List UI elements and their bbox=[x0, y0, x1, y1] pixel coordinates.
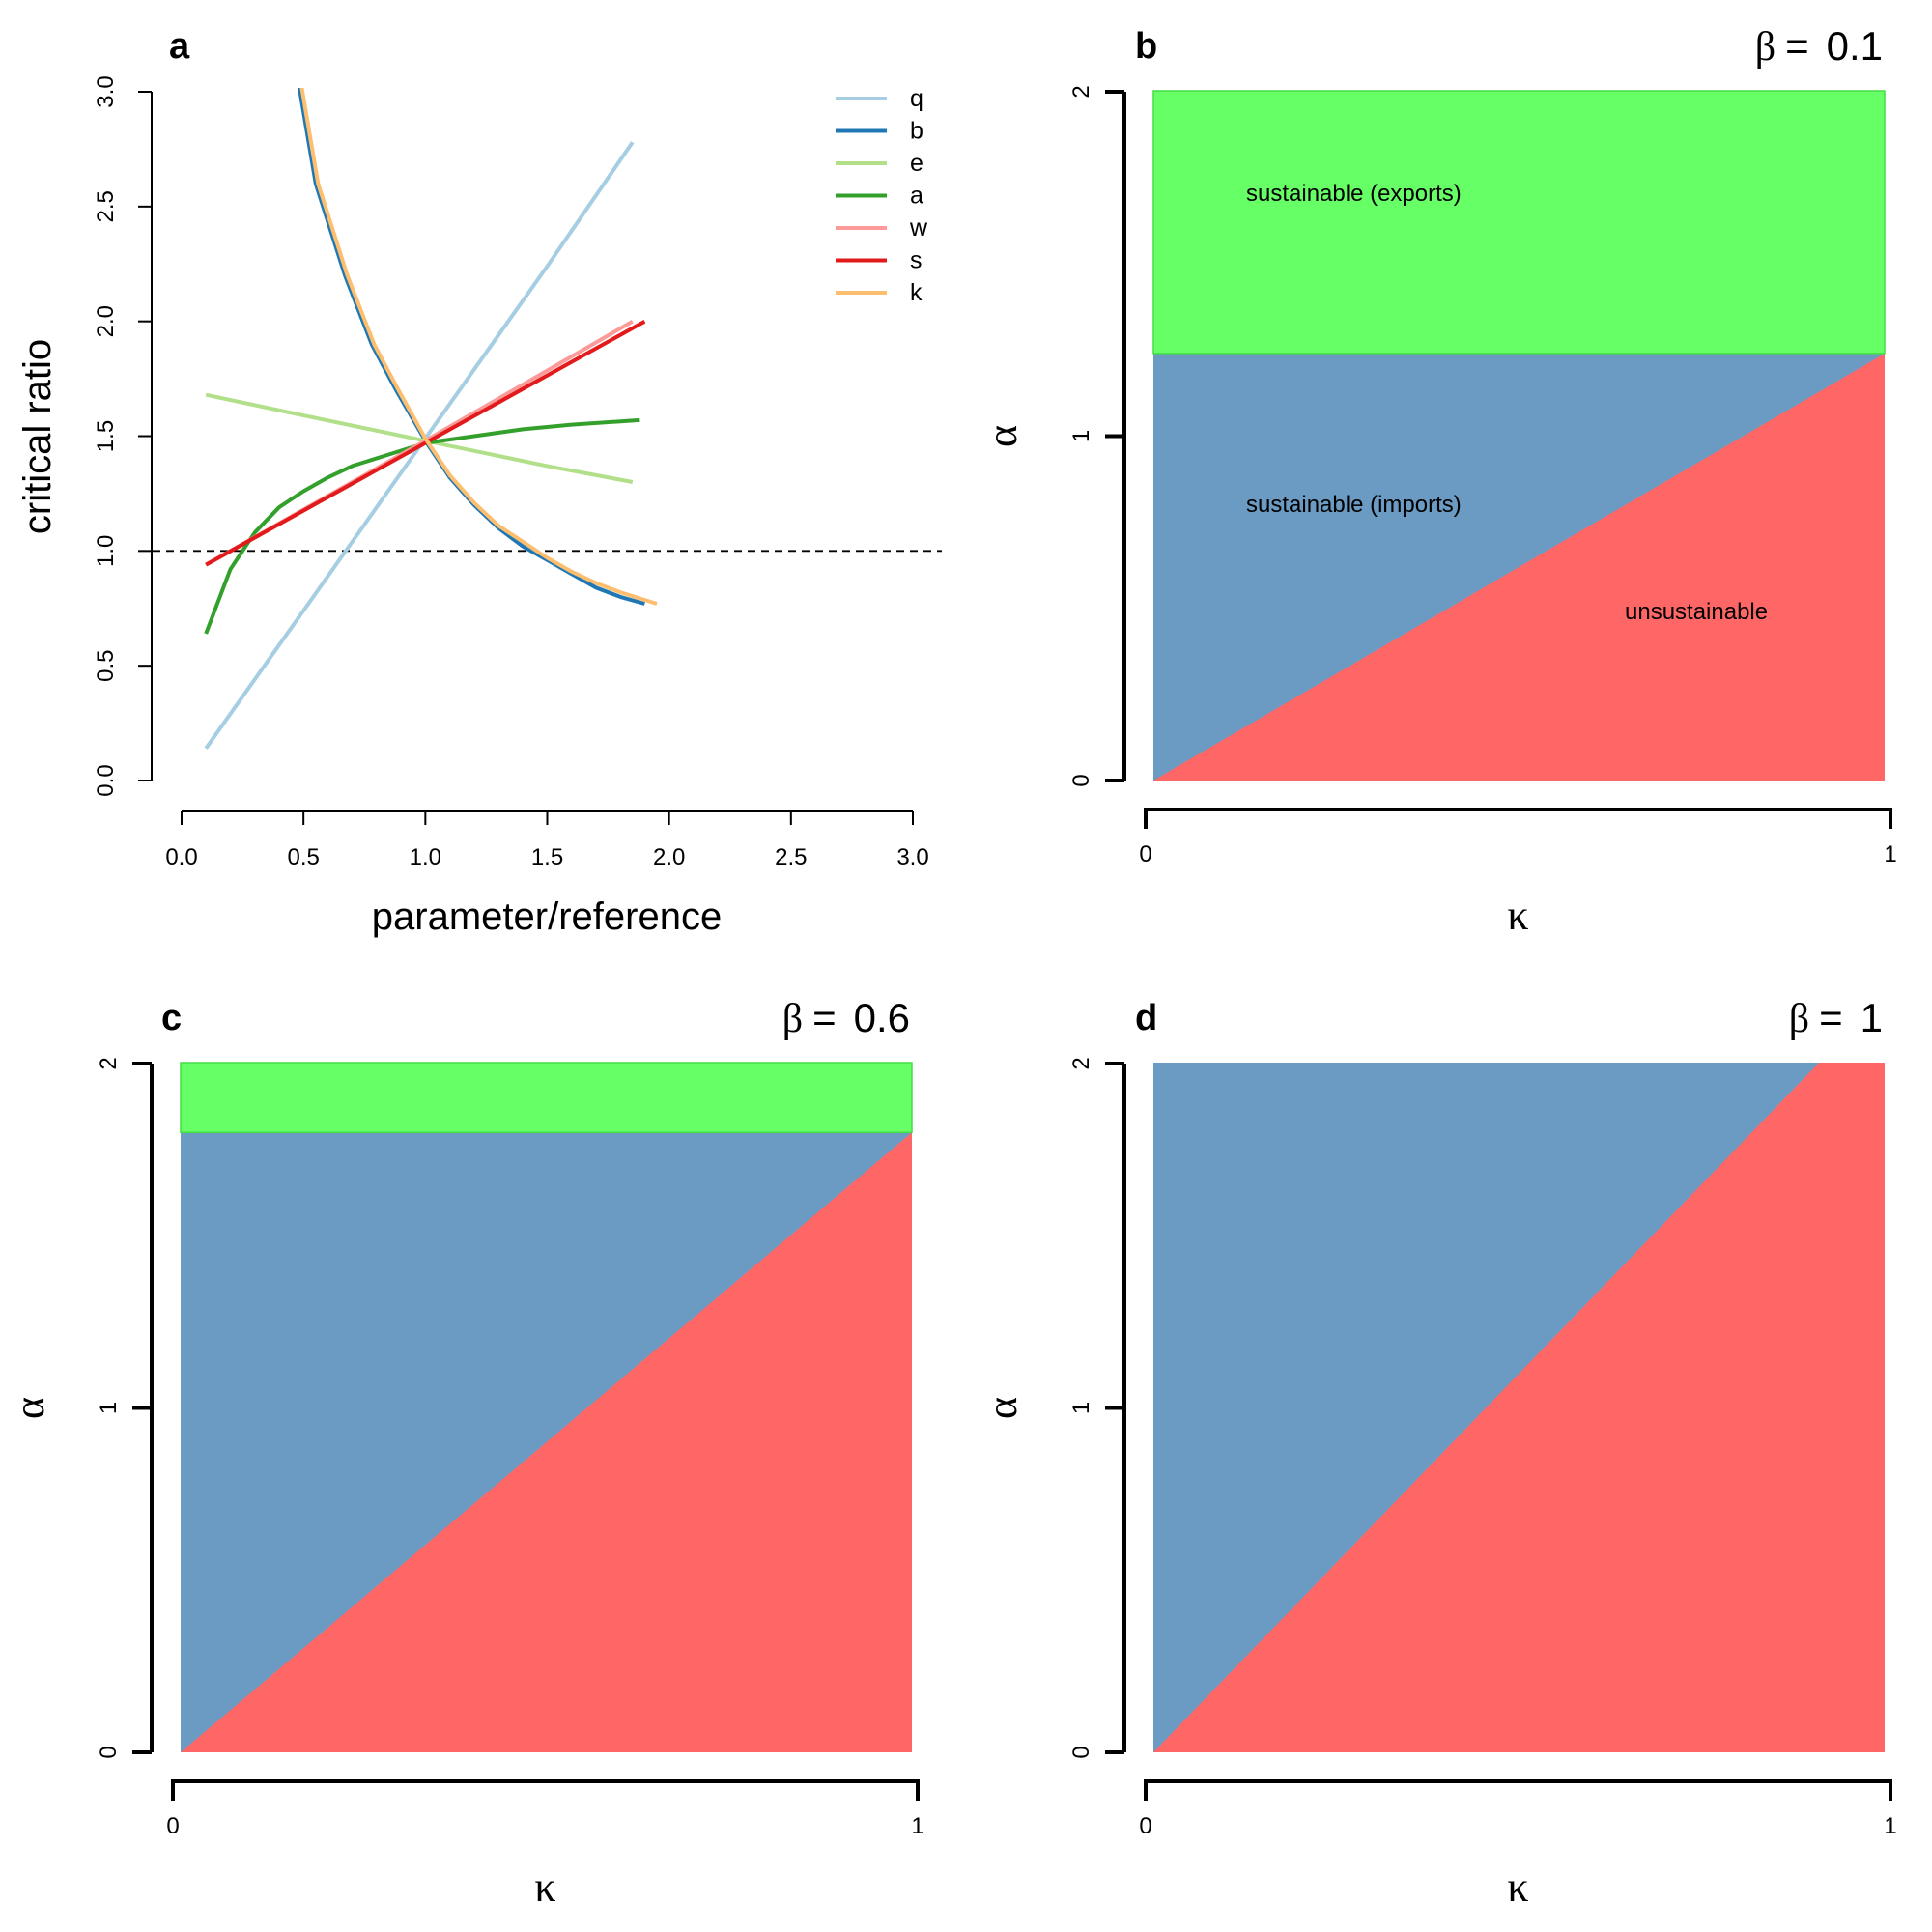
panel-c-region-chart: c β = 0.6 0 1 2 0 1 κ α bbox=[6, 995, 924, 1911]
y-tick-label: 2 bbox=[1068, 1057, 1094, 1069]
series-line-s bbox=[205, 319, 646, 567]
x-tick-label: 0 bbox=[166, 1813, 179, 1839]
equals-sign: = bbox=[812, 995, 837, 1040]
y-tick-label: 1 bbox=[96, 1402, 122, 1414]
x-tick-label: 2.5 bbox=[775, 844, 807, 870]
legend-label-s: s bbox=[910, 247, 923, 274]
y-tick-label: 0 bbox=[1068, 774, 1094, 786]
beta-symbol: β bbox=[1789, 997, 1809, 1041]
y-tick-label: 0.5 bbox=[93, 649, 119, 681]
x-tick-label: 1.5 bbox=[531, 844, 563, 870]
beta-value: 0.6 bbox=[854, 995, 910, 1040]
y-tick-label: 1.0 bbox=[93, 535, 119, 567]
beta-label: β = 0.6 bbox=[782, 995, 910, 1041]
region-sustainable-exports bbox=[1152, 90, 1886, 355]
y-tick-label: 0 bbox=[1068, 1746, 1094, 1758]
beta-label: β = 0.1 bbox=[1755, 23, 1883, 70]
x-tick-label: 1 bbox=[911, 1813, 923, 1839]
panel-b-letter: b bbox=[1135, 26, 1157, 67]
panel-d-region-chart: d β = 1 0 1 2 0 1 κ α bbox=[979, 995, 1897, 1911]
series-line-a bbox=[204, 417, 640, 635]
x-axis-title: κ bbox=[1507, 1863, 1528, 1911]
series-line-k bbox=[299, 88, 658, 606]
beta-symbol: β bbox=[1755, 25, 1776, 70]
region-sustainable-exports bbox=[180, 1062, 913, 1134]
panel-a-letter: a bbox=[169, 26, 190, 67]
panel-a-line-chart: a 0.0 0.5 1.0 1.5 2.0 2.5 3.0 0.0 0.5 1.0 1.5 2.0 2.5… bbox=[16, 26, 942, 938]
x-axis-title: κ bbox=[534, 1863, 555, 1911]
y-tick-label: 3.0 bbox=[93, 75, 119, 107]
region-label-imports: sustainable (imports) bbox=[1246, 492, 1462, 518]
y-tick-label: 2 bbox=[1068, 85, 1094, 98]
panel-d-letter: d bbox=[1135, 998, 1157, 1038]
legend-label-b: b bbox=[910, 118, 923, 145]
y-tick-label: 1 bbox=[1068, 1402, 1094, 1414]
beta-label: β = 1 bbox=[1789, 995, 1883, 1041]
equals-sign: = bbox=[1785, 23, 1809, 69]
y-axis-title: α bbox=[979, 1397, 1026, 1419]
legend-label-w: w bbox=[909, 214, 928, 242]
legend-label-e: e bbox=[910, 150, 923, 177]
x-tick-label: 0.5 bbox=[287, 844, 319, 870]
legend-label-a: a bbox=[910, 183, 923, 210]
x-tick-label: 1 bbox=[1884, 1813, 1896, 1839]
region-label-exports: sustainable (exports) bbox=[1246, 181, 1462, 207]
legend-label-k: k bbox=[910, 279, 923, 306]
beta-value: 0.1 bbox=[1827, 23, 1883, 69]
y-tick-label: 2.0 bbox=[93, 305, 119, 337]
region-unsustainable bbox=[181, 1132, 912, 1752]
x-axis-title: parameter/reference bbox=[372, 895, 722, 938]
x-tick-label: 0.0 bbox=[165, 844, 197, 870]
x-tick-label: 1.0 bbox=[410, 844, 441, 870]
x-tick-label: 3.0 bbox=[896, 844, 928, 870]
y-tick-label: 0 bbox=[96, 1746, 122, 1758]
x-tick-label: 2.0 bbox=[653, 844, 685, 870]
legend-label-q: q bbox=[910, 85, 923, 112]
y-tick-label: 1 bbox=[1068, 430, 1094, 442]
region-unsustainable bbox=[1153, 1063, 1885, 1752]
y-axis-title: α bbox=[6, 1397, 53, 1419]
panel-c-letter: c bbox=[161, 998, 182, 1038]
x-tick-label: 1 bbox=[1884, 841, 1896, 867]
x-axis-title: κ bbox=[1507, 892, 1528, 939]
beta-value: 1 bbox=[1861, 995, 1883, 1040]
y-tick-label: 2 bbox=[96, 1057, 122, 1069]
region-unsustainable bbox=[1153, 353, 1885, 781]
x-tick-label: 0 bbox=[1139, 841, 1151, 867]
x-tick-label: 0 bbox=[1139, 1813, 1151, 1839]
series-line-b bbox=[297, 88, 645, 606]
region-label-unsustainable: unsustainable bbox=[1625, 599, 1768, 625]
panel-b-region-chart: b β = 0.1 0 1 2 0 1 κ α sustainable (exports) sustai… bbox=[979, 23, 1897, 939]
beta-symbol: β bbox=[782, 997, 803, 1041]
y-tick-label: 2.5 bbox=[93, 190, 119, 222]
series-line-e bbox=[205, 392, 634, 484]
y-tick-label: 1.5 bbox=[93, 420, 119, 452]
y-tick-label: 0.0 bbox=[93, 764, 119, 796]
equals-sign: = bbox=[1819, 995, 1843, 1040]
y-axis-title: critical ratio bbox=[16, 339, 59, 534]
y-axis-title: α bbox=[979, 425, 1026, 447]
